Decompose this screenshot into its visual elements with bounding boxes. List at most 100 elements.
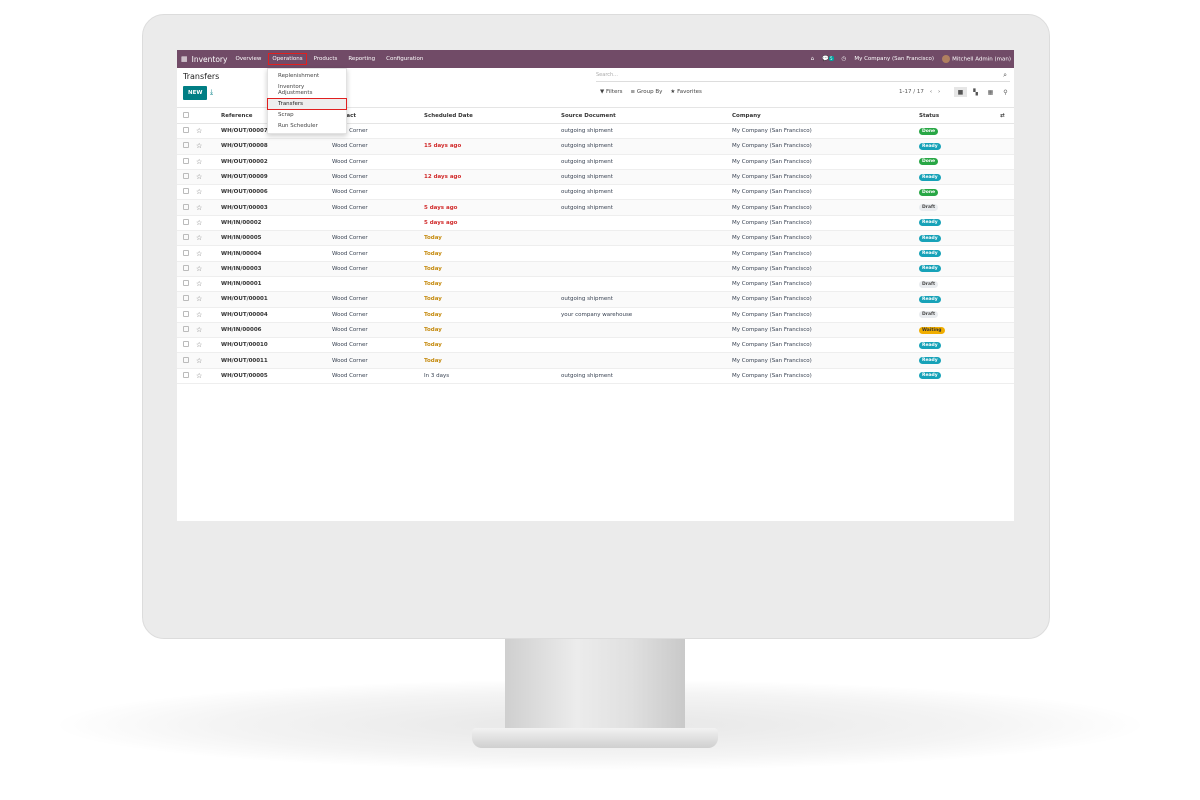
table-row[interactable]: ☆ WH/OUT/00006 Wood Corner outgoing ship… <box>177 184 1014 201</box>
prev-page-icon[interactable]: ‹ <box>929 89 933 95</box>
table-row[interactable]: ☆ WH/IN/00001 Today My Company (San Fran… <box>177 276 1014 293</box>
select-all-checkbox[interactable] <box>183 111 189 118</box>
row-checkbox[interactable] <box>183 341 189 348</box>
table-row[interactable]: ☆ WH/OUT/00002 Wood Corner outgoing ship… <box>177 154 1014 170</box>
star-icon[interactable]: ☆ <box>196 234 203 243</box>
table-row[interactable]: ☆ WH/IN/00005 Wood Corner Today My Compa… <box>177 230 1014 247</box>
cell-scheduled-date: 12 days ago <box>424 169 561 186</box>
star-icon[interactable]: ☆ <box>196 295 203 304</box>
row-checkbox[interactable] <box>183 295 189 302</box>
download-icon[interactable]: ⤓ <box>210 88 214 96</box>
star-icon[interactable]: ☆ <box>196 188 203 197</box>
cell-reference: WH/IN/00001 <box>221 276 332 293</box>
app-name[interactable]: Inventory <box>191 54 228 64</box>
cell-contact: Wood Corner <box>332 337 424 354</box>
star-icon[interactable]: ☆ <box>196 203 203 212</box>
row-checkbox[interactable] <box>183 310 189 317</box>
table-row[interactable]: ☆ WH/IN/00006 Wood Corner Today My Compa… <box>177 322 1014 339</box>
star-icon[interactable]: ☆ <box>196 356 203 365</box>
list-view-icon[interactable]: ■ <box>954 87 967 97</box>
company-switcher[interactable]: My Company (San Francisco) <box>854 56 935 62</box>
star-icon[interactable]: ☆ <box>196 157 203 166</box>
cell-reference: WH/OUT/00011 <box>221 352 332 369</box>
next-page-icon[interactable]: › <box>938 89 941 95</box>
table-row[interactable]: ☆ WH/OUT/00008 Wood Corner 15 days ago o… <box>177 138 1014 155</box>
row-checkbox[interactable] <box>183 264 189 271</box>
row-checkbox[interactable] <box>183 326 189 332</box>
search-input[interactable]: Search... ⌕ <box>596 70 1010 82</box>
star-icon[interactable]: ☆ <box>196 127 203 136</box>
header-company[interactable]: Company <box>732 107 919 124</box>
table-row[interactable]: ☆ WH/OUT/00001 Wood Corner Today outgoin… <box>177 291 1014 308</box>
cell-contact: Wood Corner <box>332 368 424 385</box>
monitor-stand <box>505 636 685 736</box>
star-icon[interactable]: ☆ <box>196 249 203 258</box>
table-row[interactable]: ☆ WH/OUT/00010 Wood Corner Today My Comp… <box>177 337 1014 354</box>
home-icon[interactable]: ⌂ <box>810 56 815 62</box>
row-checkbox[interactable] <box>183 234 189 241</box>
star-icon[interactable]: ☆ <box>196 326 203 334</box>
star-icon[interactable]: ☆ <box>196 142 203 151</box>
menu-operations[interactable]: Operations <box>268 53 307 65</box>
menu-reporting[interactable]: Reporting <box>348 56 376 62</box>
table-row[interactable]: ☆ WH/OUT/00011 Wood Corner Today My Comp… <box>177 352 1014 369</box>
table-row[interactable]: ☆ WH/OUT/00009 Wood Corner 12 days ago o… <box>177 169 1014 186</box>
star-icon[interactable]: ☆ <box>196 280 203 289</box>
cell-reference: WH/OUT/00002 <box>221 154 332 170</box>
row-checkbox[interactable] <box>183 218 189 225</box>
apps-grid-icon[interactable]: ▦ <box>181 55 188 63</box>
star-icon[interactable]: ☆ <box>196 371 203 380</box>
cell-reference: WH/IN/00002 <box>221 215 332 232</box>
row-checkbox[interactable] <box>183 371 189 378</box>
menu-item-transfers[interactable]: Transfers <box>267 97 347 111</box>
status-badge: Ready <box>919 250 941 258</box>
menu-products[interactable]: Products <box>313 56 338 62</box>
menu-configuration[interactable]: Configuration <box>386 56 424 62</box>
calendar-view-icon[interactable]: ▦ <box>987 88 994 96</box>
pager-value[interactable]: 1-17 / 17 <box>899 89 924 95</box>
header-source-document[interactable]: Source Document <box>561 107 732 124</box>
cell-source-document <box>561 337 732 354</box>
star-icon[interactable]: ☆ <box>196 173 203 182</box>
activity-clock-icon[interactable]: ◷ <box>841 56 847 62</box>
status-badge: Draft <box>919 204 939 212</box>
filters-button[interactable]: ▼ Filters <box>600 89 623 95</box>
row-checkbox[interactable] <box>183 157 189 164</box>
star-icon[interactable]: ☆ <box>196 341 203 350</box>
optional-columns-icon[interactable]: ⇄ <box>1000 107 1014 124</box>
row-checkbox[interactable] <box>183 188 189 195</box>
row-checkbox[interactable] <box>183 127 189 134</box>
table-row[interactable]: ☆ WH/OUT/00003 Wood Corner 5 days ago ou… <box>177 199 1014 216</box>
table-row[interactable]: ☆ WH/IN/00002 5 days ago My Company (San… <box>177 215 1014 232</box>
row-checkbox[interactable] <box>183 280 189 287</box>
table-row[interactable]: ☆ WH/OUT/00004 Wood Corner Today your co… <box>177 307 1014 323</box>
table-row[interactable]: ☆ WH/IN/00003 Wood Corner Today My Compa… <box>177 261 1014 277</box>
row-checkbox[interactable] <box>183 173 189 180</box>
star-icon[interactable]: ☆ <box>196 264 203 273</box>
star-icon[interactable]: ☆ <box>196 218 203 227</box>
user-menu[interactable]: Mitchell Admin (man) <box>942 55 1011 63</box>
search-icon[interactable]: ⌕ <box>1003 71 1007 79</box>
menu-item-inventory-adjustments[interactable]: Inventory Adjustments <box>278 84 313 97</box>
kanban-view-icon[interactable]: ▚ <box>973 88 978 96</box>
messages-icon[interactable]: 💬5 <box>822 56 834 62</box>
row-checkbox[interactable] <box>183 356 189 363</box>
cell-status: Ready <box>919 368 1000 385</box>
header-scheduled-date[interactable]: Scheduled Date <box>424 107 561 124</box>
cell-contact: Wood Corner <box>332 199 424 216</box>
menu-item-replenishment[interactable]: Replenishment <box>278 73 320 80</box>
row-checkbox[interactable] <box>183 142 189 149</box>
header-status[interactable]: Status <box>919 107 1000 124</box>
table-row[interactable]: ☆ WH/OUT/00005 Wood Corner In 3 days out… <box>177 368 1014 385</box>
menu-item-run-scheduler[interactable]: Run Scheduler <box>278 122 318 129</box>
row-checkbox[interactable] <box>183 203 189 210</box>
group-by-button[interactable]: ≡ Group By <box>630 89 663 95</box>
menu-item-scrap[interactable]: Scrap <box>278 111 294 118</box>
row-checkbox[interactable] <box>183 249 189 256</box>
star-icon[interactable]: ☆ <box>196 310 203 319</box>
map-view-icon[interactable]: ⚲ <box>1003 88 1008 96</box>
new-button[interactable]: NEW <box>183 86 208 100</box>
favorites-button[interactable]: ★ Favorites <box>670 89 702 95</box>
table-row[interactable]: ☆ WH/IN/00004 Wood Corner Today My Compa… <box>177 245 1014 262</box>
menu-overview[interactable]: Overview <box>235 56 262 62</box>
